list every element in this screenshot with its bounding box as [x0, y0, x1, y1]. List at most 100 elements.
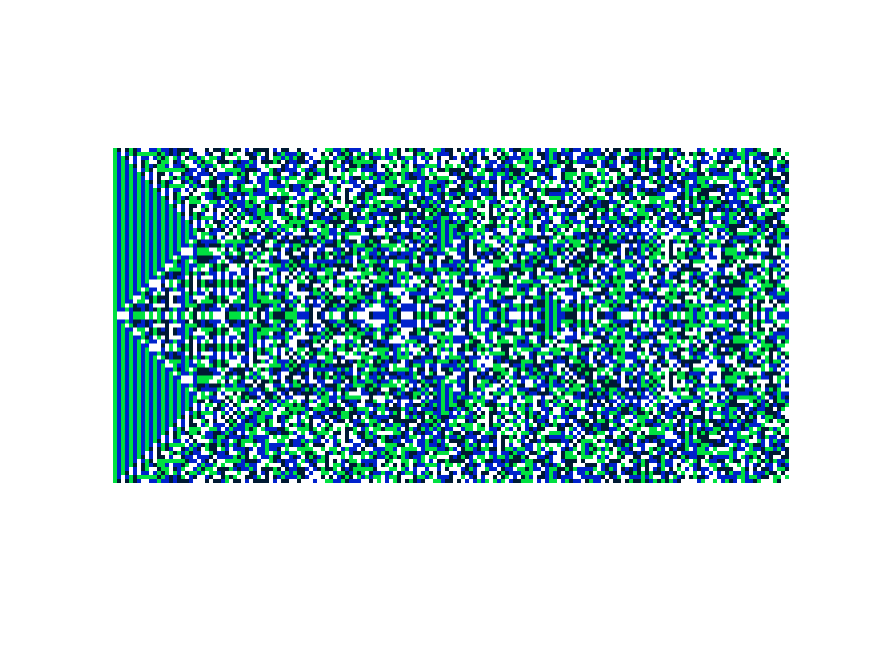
cell [453, 207, 457, 213]
cell [781, 271, 785, 276]
cell [161, 247, 165, 252]
cell [117, 223, 121, 228]
cell [481, 167, 485, 173]
cell [269, 151, 273, 157]
cell [721, 199, 729, 205]
cell [313, 148, 317, 153]
cell [393, 179, 397, 185]
cell [557, 247, 561, 252]
cell [349, 187, 353, 193]
cell [249, 259, 253, 264]
cell [769, 251, 773, 256]
cell [673, 175, 677, 181]
cell [393, 271, 397, 276]
cell [321, 291, 325, 296]
cell [329, 295, 333, 300]
cell [185, 287, 189, 292]
cell [269, 223, 273, 228]
cell [605, 251, 609, 256]
cell [601, 239, 605, 244]
cell [457, 215, 461, 220]
cell [489, 291, 493, 296]
cell [621, 151, 629, 157]
cell [429, 191, 433, 197]
cell [633, 235, 637, 240]
cell [129, 195, 133, 201]
cell [317, 227, 321, 232]
cell [133, 199, 137, 205]
cell [289, 203, 293, 209]
cell [565, 215, 569, 220]
cell [405, 219, 409, 224]
cell [365, 267, 369, 272]
cell [713, 211, 721, 216]
cell [773, 239, 777, 244]
cell [441, 247, 445, 252]
cell [497, 247, 501, 252]
cell [317, 243, 321, 248]
cell [169, 148, 173, 153]
cell [633, 283, 637, 288]
cell [665, 239, 669, 244]
cell [761, 271, 765, 276]
cell [273, 215, 281, 220]
cell [269, 259, 273, 264]
cell [469, 215, 473, 220]
cell [253, 203, 257, 209]
cell [333, 183, 337, 189]
cell [581, 231, 585, 236]
cell [513, 195, 517, 201]
cell [749, 279, 757, 284]
cell [765, 259, 769, 264]
cell [113, 211, 117, 216]
cell [681, 187, 685, 193]
cell [145, 251, 149, 256]
cell [329, 171, 341, 177]
cell [321, 179, 325, 185]
cell [309, 259, 313, 264]
cell [673, 179, 677, 185]
cell [777, 211, 781, 216]
cell [557, 287, 561, 292]
cell [333, 251, 337, 256]
cell [245, 231, 249, 236]
cell [153, 255, 157, 260]
cell [353, 187, 361, 193]
cell [189, 279, 193, 284]
cell [665, 167, 673, 173]
cell [473, 219, 477, 224]
cell [189, 231, 193, 236]
cell [141, 155, 149, 161]
cell [705, 155, 709, 161]
cell [609, 275, 613, 280]
cell [421, 271, 433, 276]
cell [689, 271, 693, 276]
cell [661, 263, 669, 268]
cell [569, 148, 573, 153]
cell [165, 239, 169, 244]
cell [449, 275, 453, 280]
cell [193, 171, 197, 177]
cell [237, 203, 245, 209]
cell [577, 191, 581, 197]
cell [581, 275, 585, 280]
cell [441, 203, 445, 209]
cell [377, 271, 381, 276]
cell [629, 223, 633, 228]
cell [553, 243, 565, 248]
cell [445, 195, 449, 201]
cell [193, 191, 201, 197]
cell [225, 191, 229, 197]
cell [325, 235, 329, 240]
cell [605, 263, 609, 268]
cell [161, 211, 165, 216]
cell [505, 207, 509, 213]
cell [237, 207, 241, 213]
cell [145, 247, 149, 252]
cell [613, 275, 617, 280]
cell [597, 275, 601, 280]
cell [129, 275, 133, 280]
cell [313, 171, 317, 177]
cell [497, 199, 501, 205]
cell [437, 259, 441, 264]
